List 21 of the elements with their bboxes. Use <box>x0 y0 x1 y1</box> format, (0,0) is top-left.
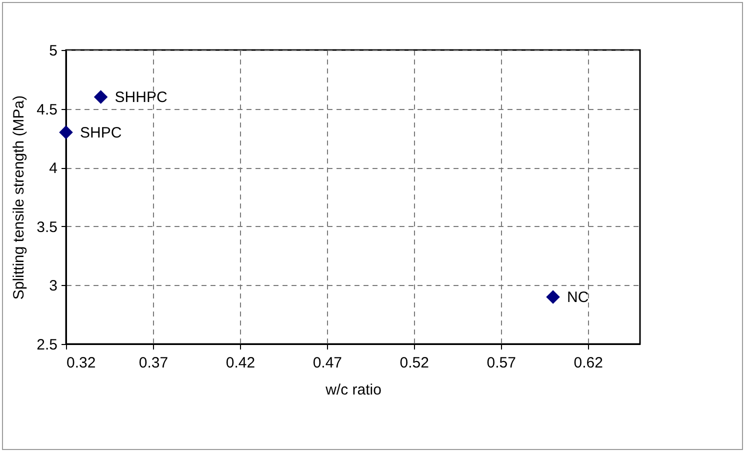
x-tick-label: 0.57 <box>486 354 516 372</box>
annotation: SHPC <box>80 124 122 142</box>
point <box>59 125 73 140</box>
annotation: SHHPC <box>114 89 168 106</box>
point <box>546 290 560 304</box>
x-tick-label: 0.32 <box>66 354 96 372</box>
y-tick-label: 4.5 <box>36 101 58 118</box>
x-axis-title: w/c ratio <box>324 382 382 398</box>
y-tick-label: 3 <box>49 278 58 295</box>
y-tick-label: 3.5 <box>36 218 58 236</box>
y-tick-label: 2.5 <box>36 336 58 354</box>
x-tick-label: 0.62 <box>574 354 603 372</box>
y-axis-title: Splitting tensile strength (MPa) <box>10 95 28 300</box>
x-tick-label: 0.37 <box>138 354 168 372</box>
annotation: NC <box>567 288 589 306</box>
y-tick-label: 4 <box>49 160 58 178</box>
point <box>94 90 108 104</box>
x-tick-label: 0.47 <box>312 354 342 372</box>
y-tick-label: 5 <box>49 42 58 60</box>
x-tick-label: 0.42 <box>226 354 256 372</box>
x-tick-label: 0.52 <box>400 354 429 372</box>
